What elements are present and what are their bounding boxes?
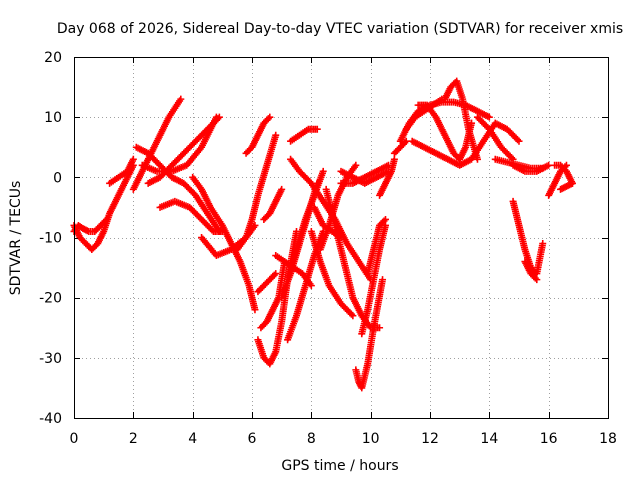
data-point [379,276,387,284]
series-t1 [70,161,137,254]
y-tick-label: 0 [53,170,62,186]
data-point [270,271,278,279]
y-tick-labels: 20 10 0 -10 -20 -30 -40 [39,50,62,427]
data-point [401,139,409,147]
series-t14 [260,185,286,223]
data-point [485,113,493,121]
y-tick-label: -20 [39,291,62,307]
data-point [264,115,272,123]
series-t28 [358,221,389,338]
data-point [402,137,410,145]
series-t7 [144,113,223,187]
series-t3 [106,155,137,187]
x-tick-label: 14 [480,431,498,447]
data-point [380,217,388,225]
x-tick-label: 0 [70,431,79,447]
x-tick-label: 12 [421,431,439,447]
data-point [349,312,357,320]
data-point [266,113,274,121]
x-tick-label: 10 [362,431,380,447]
data-point [352,161,360,169]
y-tick-label: -40 [39,411,62,427]
x-axis-label: GPS time / hours [281,458,398,474]
data-point [177,95,185,103]
data-point [347,310,355,318]
data-point [129,155,137,163]
data-point [319,167,327,175]
data-point [514,136,522,144]
data-point [208,226,216,234]
data-points [70,77,576,392]
x-tick-label: 16 [540,431,558,447]
data-point [278,185,286,193]
series-t15 [254,270,280,296]
series-t9 [189,173,259,314]
data-point [215,113,223,121]
plot-frame [74,57,609,419]
series-t11 [233,131,280,254]
series-t27 [352,276,387,392]
data-point [568,179,576,187]
y-tick-label: -10 [39,231,62,247]
x-tick-label: 8 [307,431,316,447]
x-tick-label: 2 [129,431,138,447]
data-point [313,179,321,187]
series-t2 [70,215,111,235]
series-t43 [521,258,541,284]
x-tick-label: 6 [248,431,257,447]
series-t45 [551,161,576,187]
y-tick-label: -30 [39,351,62,367]
data-point [214,115,222,123]
series-t41 [509,161,553,175]
series-t42 [509,197,547,278]
series-t20 [242,113,274,157]
data-point [313,125,321,133]
data-point [545,161,553,169]
data-point [390,155,398,163]
series-t29 [364,215,389,278]
data-point [473,155,481,163]
x-tick-label: 18 [599,431,617,447]
series-t37 [408,119,523,169]
data-point [539,240,547,248]
series-t38 [441,77,481,163]
series-t39 [473,113,517,163]
series-t46 [557,179,576,193]
y-tick-label: 10 [44,110,62,126]
x-tick-label: 4 [188,431,197,447]
series-t6 [138,113,220,175]
series-t21 [278,179,321,302]
data-point [533,276,541,284]
series-t32 [376,155,398,199]
series-t22 [287,125,321,145]
data-point [101,217,109,225]
chart-title: Day 068 of 2026, Sidereal Day-to-day VTE… [57,21,623,37]
series-t24 [307,227,357,320]
y-axis-label: SDTVAR / TECUs [8,181,24,296]
data-point [382,215,389,223]
data-point [251,306,259,314]
data-point [272,270,280,278]
data-point [272,131,280,139]
data-point [531,274,539,282]
data-point [307,282,315,290]
x-tick-labels: 0 2 4 6 8 10 12 14 16 18 [70,431,617,447]
data-point [103,215,111,223]
series-t19 [287,155,375,284]
data-point [515,137,523,145]
series-t8 [156,197,226,235]
y-tick-label: 20 [44,50,62,66]
data-point [376,324,384,332]
